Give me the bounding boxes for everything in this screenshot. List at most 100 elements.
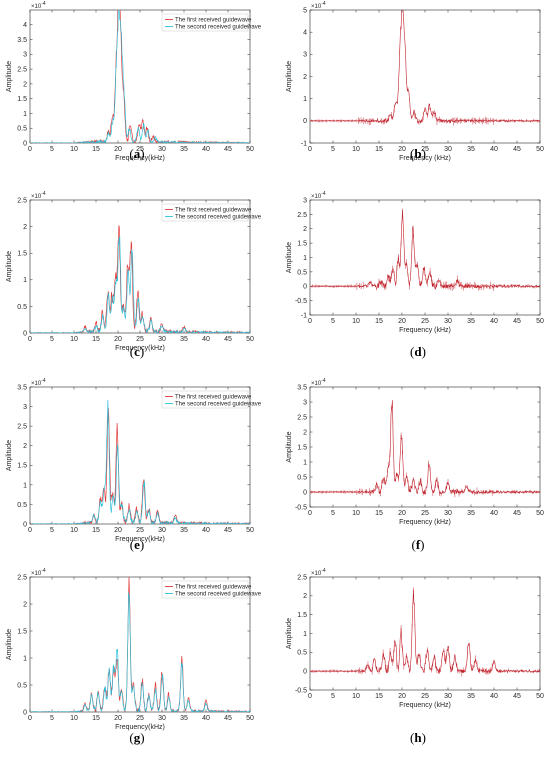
plot-frame xyxy=(309,576,541,691)
caption: (g) xyxy=(129,730,144,745)
y-axis-label: Amplitude xyxy=(286,242,293,273)
x-tick-label: 0 xyxy=(28,146,32,153)
series-line-2 xyxy=(30,399,250,524)
y-tick-label: 3.5 xyxy=(297,384,307,391)
y-axis-label: Amplitude xyxy=(286,618,293,649)
y-tick-label: 1 xyxy=(303,459,307,466)
y-tick-label: 0.5 xyxy=(297,474,307,481)
x-axis-label: Frequency(kHz) xyxy=(115,345,165,352)
plot-frame xyxy=(309,9,541,144)
y-tick-label: 2 xyxy=(23,601,27,608)
x-tick-label: 20 xyxy=(114,715,122,722)
x-tick-label: 45 xyxy=(513,693,521,700)
y-tick-label: 0.5 xyxy=(17,126,27,133)
x-axis-label: Frequency (kHz) xyxy=(399,327,451,334)
x-tick-label: 30 xyxy=(158,146,166,153)
y-tick-label: 1.5 xyxy=(297,612,307,619)
x-tick-label: 20 xyxy=(398,510,406,517)
x-tick-label: 45 xyxy=(224,527,232,534)
y-exponent: ×10-4 xyxy=(31,191,46,200)
y-tick-label: 1 xyxy=(303,96,307,103)
y-tick-label: 4 xyxy=(23,22,27,29)
x-tick-label: 35 xyxy=(180,527,188,534)
x-tick-label: 35 xyxy=(180,715,188,722)
y-tick-label: 1 xyxy=(23,111,27,118)
x-tick-label: 0 xyxy=(308,510,312,517)
x-tick-label: 15 xyxy=(375,510,383,517)
legend-box xyxy=(161,390,249,409)
legend-entry-2: The second received guidewave xyxy=(175,215,262,221)
y-tick-label: 5 xyxy=(303,7,307,14)
x-tick-label: 45 xyxy=(224,715,232,722)
x-tick-label: 25 xyxy=(421,318,429,325)
x-tick-label: 30 xyxy=(158,336,166,343)
y-tick-label: 0.5 xyxy=(297,269,307,276)
x-tick-label: 40 xyxy=(202,336,210,343)
x-tick-label: 50 xyxy=(536,146,544,153)
x-tick-label: 50 xyxy=(536,693,544,700)
y-tick-label: 2 xyxy=(303,74,307,81)
x-tick-label: 5 xyxy=(331,318,335,325)
y-tick-label: 3 xyxy=(23,52,27,59)
caption: (e) xyxy=(130,537,144,552)
x-tick-label: 25 xyxy=(136,527,144,534)
legend-entry-1: The first received guidewave xyxy=(175,18,252,24)
x-tick-label: 45 xyxy=(224,336,232,343)
x-tick-label: 50 xyxy=(246,146,254,153)
x-tick-label: 10 xyxy=(352,318,360,325)
x-tick-label: 30 xyxy=(444,318,452,325)
y-tick-label: 2.5 xyxy=(17,67,27,74)
x-tick-label: 45 xyxy=(513,510,521,517)
chart-a: 0 5 10 15 20 25 30 35 40 45 50 0 0.5 1 1.5 2 2.5 3 3.5 4 ×10… xyxy=(6,1,262,162)
x-tick-label: 20 xyxy=(114,527,122,534)
y-tick-label: 1.5 xyxy=(297,241,307,248)
x-tick-label: 50 xyxy=(246,715,254,722)
y-tick-label: -0.5 xyxy=(295,298,307,305)
y-tick-label: -1 xyxy=(301,140,307,147)
y-exponent: ×10-4 xyxy=(311,568,326,577)
chart-e: 0 5 10 15 20 25 30 35 40 45 50 0 0.5 1 1.5 2 2.5 3 3.5 ×10-… xyxy=(6,378,262,552)
caption: (a) xyxy=(129,146,144,161)
x-tick-label: 10 xyxy=(70,146,78,153)
x-tick-label: 25 xyxy=(136,715,144,722)
y-tick-label: 0 xyxy=(23,330,27,337)
x-tick-label: 5 xyxy=(50,715,54,722)
x-tick-label: 10 xyxy=(70,336,78,343)
x-axis-label: Frequency(kHz) xyxy=(115,155,165,162)
y-tick-label: 0.5 xyxy=(297,650,307,657)
x-tick-label: 40 xyxy=(490,318,498,325)
x-tick-label: 10 xyxy=(70,715,78,722)
y-tick-label: 0 xyxy=(303,489,307,496)
x-tick-label: 35 xyxy=(467,510,475,517)
x-axis-label: Frequency (kHz) xyxy=(399,519,451,526)
plot-frame xyxy=(29,9,251,144)
x-tick-label: 30 xyxy=(158,715,166,722)
x-tick-label: 15 xyxy=(92,336,100,343)
x-tick-label: 15 xyxy=(375,693,383,700)
x-tick-label: 35 xyxy=(467,318,475,325)
x-tick-label: 50 xyxy=(246,527,254,534)
y-tick-label: 2 xyxy=(303,429,307,436)
x-axis-label: Frequency(kHz) xyxy=(115,724,165,731)
chart-g: 0 5 10 15 20 25 30 35 40 45 50 0 0.5 1 1.5 2 2.5 ×10-4 Fre… xyxy=(6,568,262,745)
x-tick-label: 5 xyxy=(331,146,335,153)
y-tick-label: 3 xyxy=(23,404,27,411)
legend-entry-2: The second received guidewave xyxy=(175,25,262,31)
x-axis-label: Frequency (kHz) xyxy=(399,155,451,162)
y-axis-label: Amplitude xyxy=(286,61,293,92)
legend-box xyxy=(161,13,249,32)
x-tick-label: 20 xyxy=(398,693,406,700)
x-tick-label: 5 xyxy=(50,527,54,534)
y-tick-label: 0 xyxy=(303,118,307,125)
x-axis-label: Frequency (kHz) xyxy=(399,702,451,709)
x-tick-label: 15 xyxy=(92,715,100,722)
caption: (f) xyxy=(411,537,424,552)
x-tick-label: 0 xyxy=(308,318,312,325)
caption: (h) xyxy=(410,730,426,745)
y-tick-label: 0 xyxy=(23,521,27,528)
y-tick-label: 1 xyxy=(23,482,27,489)
y-tick-label: 1 xyxy=(23,655,27,662)
y-exponent: ×10-4 xyxy=(31,378,46,387)
y-tick-label: 0.5 xyxy=(17,502,27,509)
